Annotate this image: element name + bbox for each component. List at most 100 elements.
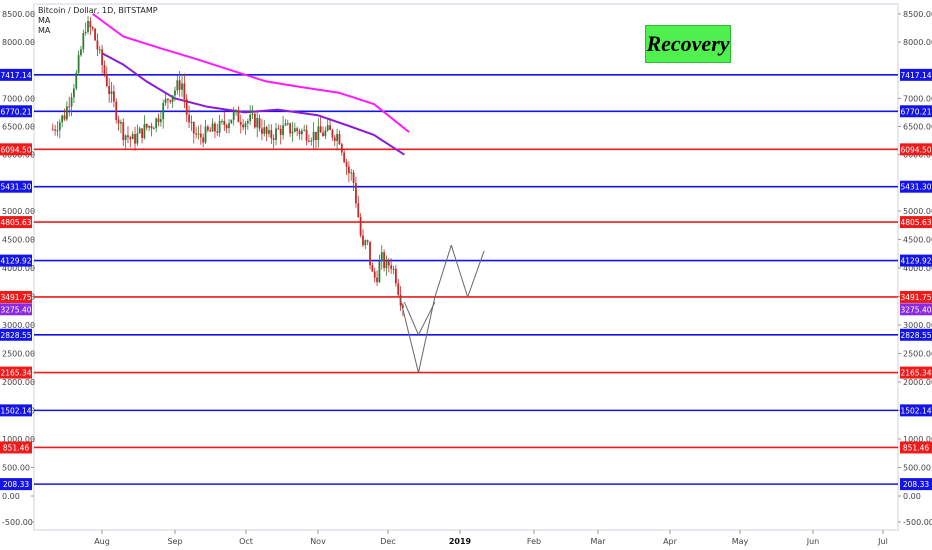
y-tick-left: 7000.00 [2, 94, 35, 103]
candle-body [293, 128, 296, 132]
level-tag-right [900, 478, 932, 491]
candle-body [197, 133, 200, 135]
level-tag-left-text: 6094.50 [0, 145, 31, 154]
level-tag-right-text: 3491.75 [900, 293, 931, 302]
x-tick-label: Feb [527, 537, 541, 546]
recovery-label: Recovery [646, 31, 730, 56]
candle-body [329, 125, 331, 130]
projection-line [418, 301, 436, 336]
candle-body [326, 125, 329, 131]
candle-body [185, 99, 188, 115]
candle-body [340, 144, 343, 153]
y-tick-right: 6500.00 [903, 123, 932, 132]
level-tag-right [900, 216, 932, 229]
candle-body [136, 133, 139, 144]
candle-body [176, 80, 179, 91]
candle-body [195, 133, 198, 135]
candle-body [96, 40, 99, 50]
y-tick-right: 0.00 [903, 492, 921, 501]
level-tag-left [0, 328, 32, 341]
candle-body [216, 131, 219, 133]
level-tag-right [900, 290, 932, 303]
level-tag-left-text: 4129.92 [0, 257, 31, 266]
y-tick-right: 4000.00 [903, 264, 932, 273]
level-tag-left-text: 2165.34 [0, 369, 31, 378]
candle-body [362, 235, 364, 246]
candle-body [333, 137, 336, 141]
candle-body [366, 240, 369, 242]
candle-body [383, 252, 386, 268]
candle-body [143, 123, 146, 138]
y-tick-left: 6500.00 [2, 123, 35, 132]
candle-body [268, 130, 270, 134]
candle-body [58, 122, 61, 131]
candle-body [84, 31, 87, 34]
y-tick-right: 2000.00 [903, 378, 932, 387]
y-tick-left: 2000.00 [2, 378, 35, 387]
current-price-tag-left-text: 3275.40 [0, 305, 31, 314]
candle-body [214, 123, 216, 132]
candle-body [376, 277, 378, 283]
candle-body [152, 128, 155, 130]
candle-body [237, 110, 240, 123]
candle-body [331, 129, 334, 138]
candle-body [162, 103, 165, 120]
candle-body [134, 134, 136, 144]
level-tag-left-text: 4805.63 [0, 218, 31, 227]
candle-body [181, 83, 183, 90]
candle-body [282, 125, 284, 135]
projection-line [417, 296, 436, 373]
y-tick-left: 5000.00 [2, 207, 35, 216]
candle-body [364, 240, 367, 246]
candle-body [253, 113, 256, 128]
candle-body [397, 283, 400, 295]
candle-body [275, 128, 277, 140]
level-tag-right-text: 4805.63 [900, 218, 931, 227]
candle-body [51, 129, 54, 131]
y-tick-left: 2500.00 [2, 350, 35, 359]
candle-body [167, 98, 169, 101]
candle-body [284, 123, 287, 126]
x-tick-label: Nov [310, 537, 326, 546]
candle-body [124, 135, 127, 141]
candle-body [199, 133, 202, 138]
projection-line [467, 250, 485, 298]
y-tick-right: 4500.00 [903, 236, 932, 245]
candle-body [129, 137, 132, 140]
candle-body [350, 172, 353, 174]
candle-body [371, 265, 374, 272]
candle-body [270, 130, 273, 139]
level-tag-right [900, 441, 932, 454]
projection-line [399, 296, 419, 373]
x-tick-label: May [732, 537, 749, 546]
level-tag-left [0, 366, 32, 379]
candle-body [319, 126, 322, 133]
candle-body [54, 129, 57, 131]
candle-body [385, 261, 388, 268]
candle-body [89, 20, 92, 28]
candle-body [378, 261, 381, 283]
candle-body [103, 65, 106, 75]
y-tick-left: 3000.00 [2, 321, 35, 330]
candle-body [308, 140, 310, 142]
candle-body [63, 115, 66, 120]
candle-body [211, 123, 214, 132]
level-tag-right [900, 254, 932, 267]
x-tick-label: 2019 [449, 537, 472, 546]
candle-body [286, 123, 289, 125]
candle-body [249, 114, 252, 121]
candle-body [73, 88, 75, 98]
level-tag-left [0, 404, 32, 417]
candle-body [357, 203, 360, 217]
candle-body [394, 268, 397, 284]
y-tick-left: 8500.00 [2, 10, 35, 19]
candle-body [232, 111, 235, 120]
level-tag-left [0, 441, 32, 454]
level-tag-right-text: 5431.30 [900, 183, 931, 192]
x-tick-label: Oct [239, 537, 253, 546]
candle-body [347, 166, 350, 174]
candle-body [75, 72, 78, 89]
candle-body [359, 216, 362, 236]
candle-body [230, 119, 233, 124]
